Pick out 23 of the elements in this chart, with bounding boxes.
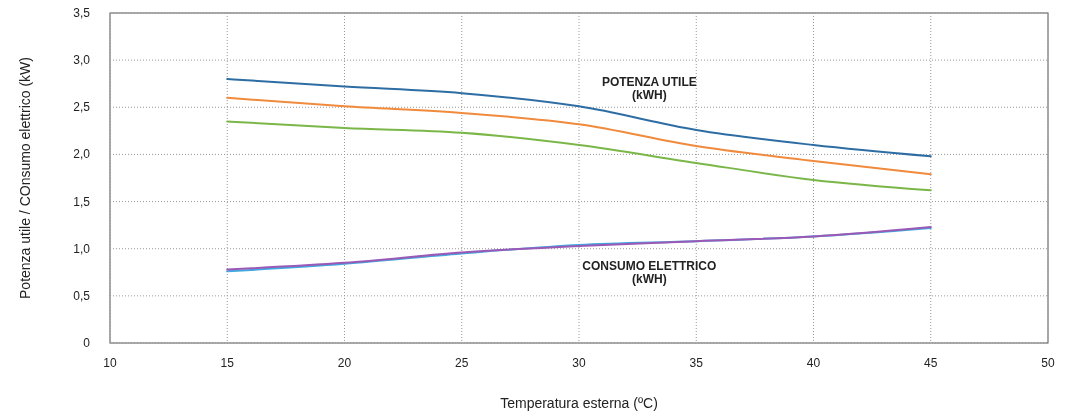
x-tick-label: 45	[924, 356, 938, 370]
y-tick-label: 2,0	[73, 147, 91, 162]
annotation: POTENZA UTILE (kWH)	[601, 74, 697, 102]
y-tick-label: 3,0	[73, 53, 91, 68]
y-tick-label: 2,5	[73, 100, 91, 115]
x-tick-label: 20	[337, 356, 352, 370]
x-tick-label: 35	[689, 356, 704, 370]
y-tick-label: 1,5	[73, 194, 91, 209]
y-tick-label: 0	[83, 336, 91, 350]
line-series	[226, 120, 932, 192]
x-tick-label: 25	[455, 356, 469, 370]
x-tick-label: 40	[806, 356, 821, 370]
x-tick-label: 10	[103, 356, 117, 370]
x-axis-title: Temperatura esterna (ºC)	[500, 395, 658, 411]
line-series	[226, 78, 932, 158]
annotation: CONSUMO ELETTRICO (kWH)	[582, 259, 717, 287]
x-tick-label: 30	[572, 356, 586, 370]
x-tick-label: 15	[220, 356, 235, 370]
x-tick-label: 50	[1041, 356, 1055, 370]
y-tick-label: 3,5	[73, 6, 91, 20]
y-axis-title: Potenza utile / COnsumo elettrico (kW)	[17, 57, 33, 299]
y-tick-label: 0,5	[73, 288, 91, 303]
y-tick-label: 1,0	[73, 241, 91, 256]
